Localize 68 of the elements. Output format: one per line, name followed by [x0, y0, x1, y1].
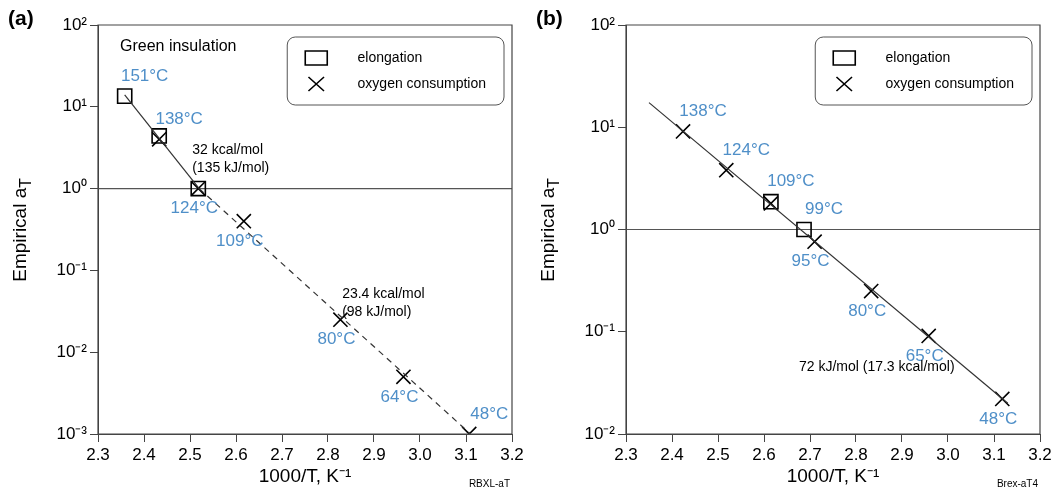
- point: [718, 162, 735, 179]
- annotation: 151°C: [120, 65, 169, 85]
- y-tick-label: 10¹: [62, 96, 88, 116]
- x-tick-label: 2.4: [132, 444, 156, 464]
- y-tick-label: 10⁻²: [584, 423, 616, 443]
- x-tick-label: 2.8: [316, 444, 340, 464]
- annotation: 109°C: [767, 171, 815, 191]
- annotation: 32 kcal/mol (135 kJ/mol): [192, 141, 270, 176]
- annotation: 109°C: [216, 230, 264, 250]
- point: [863, 283, 880, 299]
- legend-label: elongation: [334, 48, 423, 65]
- chart-title: (b): [536, 6, 563, 30]
- y-tick-label: 10⁰: [62, 178, 87, 198]
- x-tick-label: 2.5: [706, 444, 730, 464]
- y-tick-label: 10⁰: [590, 219, 615, 239]
- x-tick-label: 2.7: [270, 444, 294, 464]
- annotation: 23.4 kcal/mol (98 kJ/mol): [342, 284, 425, 319]
- x-tick-label: 3.0: [408, 444, 432, 464]
- point: [806, 233, 823, 250]
- x-tick-label: 2.9: [890, 444, 914, 464]
- annotation: 48°C: [470, 403, 509, 423]
- x-tick-label: 3.2: [500, 444, 524, 464]
- point: [151, 128, 168, 144]
- annotation: Green insulation: [120, 37, 237, 55]
- x-axis-title: 1000/T, K⁻¹: [258, 465, 352, 486]
- x-tick-label: 2.5: [178, 444, 202, 464]
- legend-label: elongation: [862, 48, 951, 65]
- x-axis-title: 1000/T, K⁻¹: [786, 465, 880, 486]
- point: [235, 213, 252, 230]
- point: [116, 88, 133, 105]
- x-tick-label: 2.4: [660, 444, 684, 464]
- x-tick-label: 3.1: [982, 444, 1006, 464]
- y-tick-label: 10⁻²: [56, 341, 88, 361]
- y-tick-label: 10⁻¹: [584, 321, 616, 341]
- x-tick-label: 2.6: [752, 444, 776, 464]
- x-tick-label: 2.3: [86, 444, 110, 464]
- y-tick-label: 10²: [62, 14, 88, 34]
- annotation: 138°C: [155, 109, 203, 129]
- x-tick-label: 2.3: [614, 444, 638, 464]
- annotation: 80°C: [848, 300, 887, 320]
- annotation: 64°C: [380, 386, 419, 406]
- x-tick-label: 2.9: [362, 444, 386, 464]
- x-tick-label: 3.1: [454, 444, 478, 464]
- point: [675, 123, 691, 140]
- y-tick-label: 10²: [590, 14, 616, 34]
- text: Brex-aT4: [996, 477, 1039, 489]
- y-tick-label: 10¹: [590, 116, 616, 136]
- annotation: 80°C: [317, 329, 356, 349]
- annotation: 138°C: [679, 101, 727, 121]
- x-tick-label: 2.8: [844, 444, 868, 464]
- x-tick-label: 3.2: [1028, 444, 1052, 464]
- y-tick-label: 10⁻¹: [56, 260, 88, 280]
- legend-label: oxygen consumption: [334, 74, 487, 91]
- chart-title: (a): [8, 6, 34, 30]
- annotation: 95°C: [791, 251, 830, 271]
- annotation: 124°C: [170, 198, 219, 218]
- annotation: 48°C: [979, 408, 1018, 428]
- point: [395, 368, 412, 385]
- x-tick-label: 2.6: [224, 444, 248, 464]
- text: RBXL-aT: [468, 477, 510, 489]
- y-tick-label: 10⁻³: [56, 423, 88, 443]
- x-tick-label: 2.7: [798, 444, 822, 464]
- annotation: 124°C: [722, 139, 771, 159]
- legend-label: oxygen consumption: [862, 74, 1015, 91]
- point: [994, 391, 1011, 407]
- x-tick-label: 3.0: [936, 444, 960, 464]
- annotation: 99°C: [805, 199, 844, 219]
- point: [796, 221, 812, 238]
